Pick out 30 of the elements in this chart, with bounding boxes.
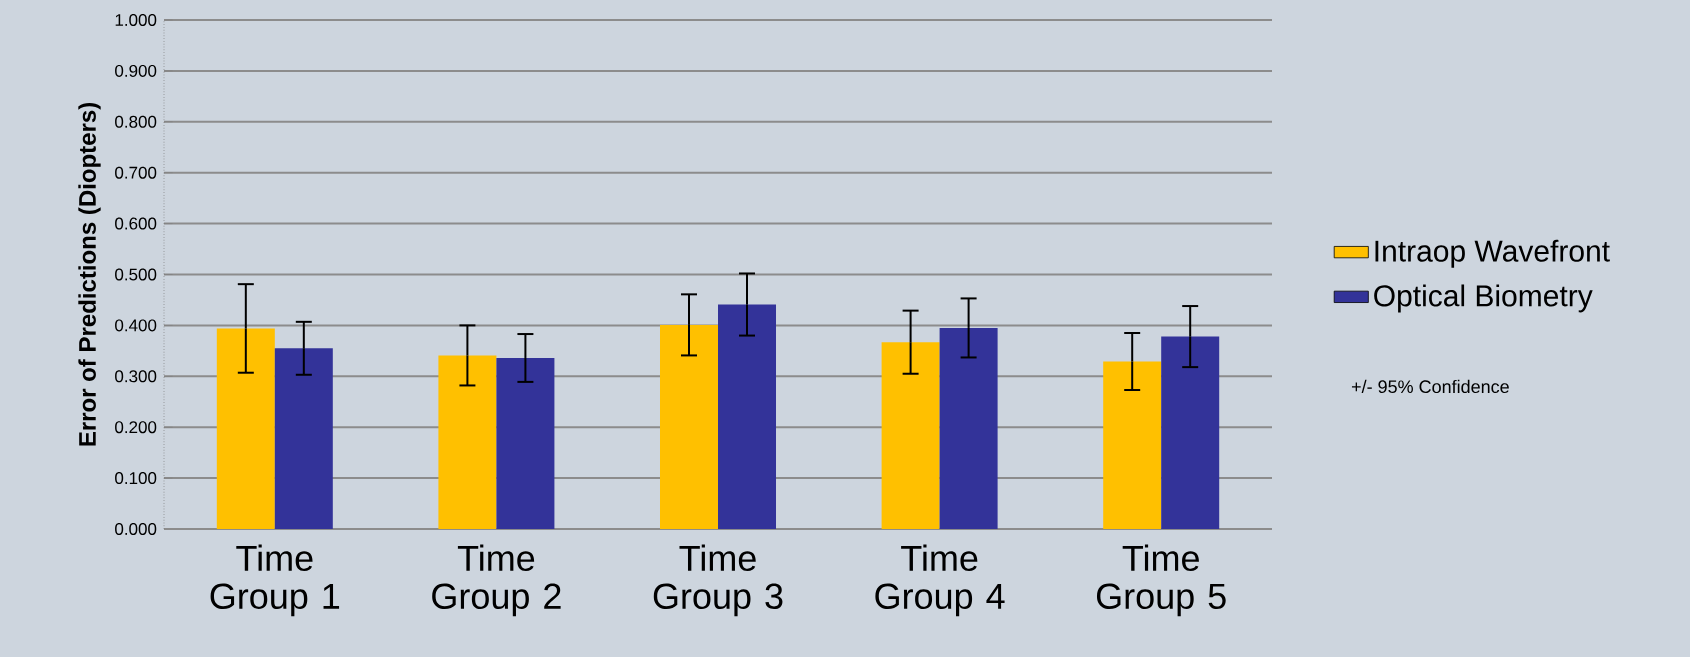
bar <box>660 324 719 529</box>
y-tick-label: 0.100 <box>115 472 157 485</box>
y-axis-title: Error of Predictions (Diopters) <box>78 103 101 446</box>
x-tick-label: Time Group 5 <box>1096 544 1226 617</box>
text: +/- 95% Confidence <box>1351 379 1509 394</box>
bar <box>216 328 275 529</box>
legend-label: Optical Biometry <box>1374 284 1593 313</box>
bar <box>438 355 497 529</box>
y-tick-label: 0.400 <box>115 319 157 332</box>
x-tick-label: Time Group 1 <box>210 544 340 617</box>
x-tick-label: Time Group 2 <box>432 544 561 617</box>
bar <box>939 327 998 529</box>
y-tick-label: 0.500 <box>115 268 157 281</box>
y-tick-label: 0.700 <box>115 166 157 179</box>
y-tick-label: 0.000 <box>115 522 157 535</box>
x-tick-label: Time Group 4 <box>875 544 1005 617</box>
y-tick-label: 0.800 <box>115 115 157 128</box>
bar <box>1161 336 1220 529</box>
bar <box>274 348 333 529</box>
bar <box>718 304 776 529</box>
y-tick-label: 1.000 <box>115 13 157 26</box>
y-tick-label: 0.200 <box>115 421 157 434</box>
y-tick-label: 0.600 <box>115 217 157 230</box>
y-tick-label: 0.900 <box>115 64 157 77</box>
bar <box>1103 361 1162 529</box>
bar <box>496 357 555 529</box>
bar <box>881 342 940 529</box>
x-tick-label: Time Group 3 <box>653 544 783 617</box>
legend-label: Intraop Wavefront <box>1375 239 1610 268</box>
y-tick-label: 0.300 <box>115 370 157 383</box>
